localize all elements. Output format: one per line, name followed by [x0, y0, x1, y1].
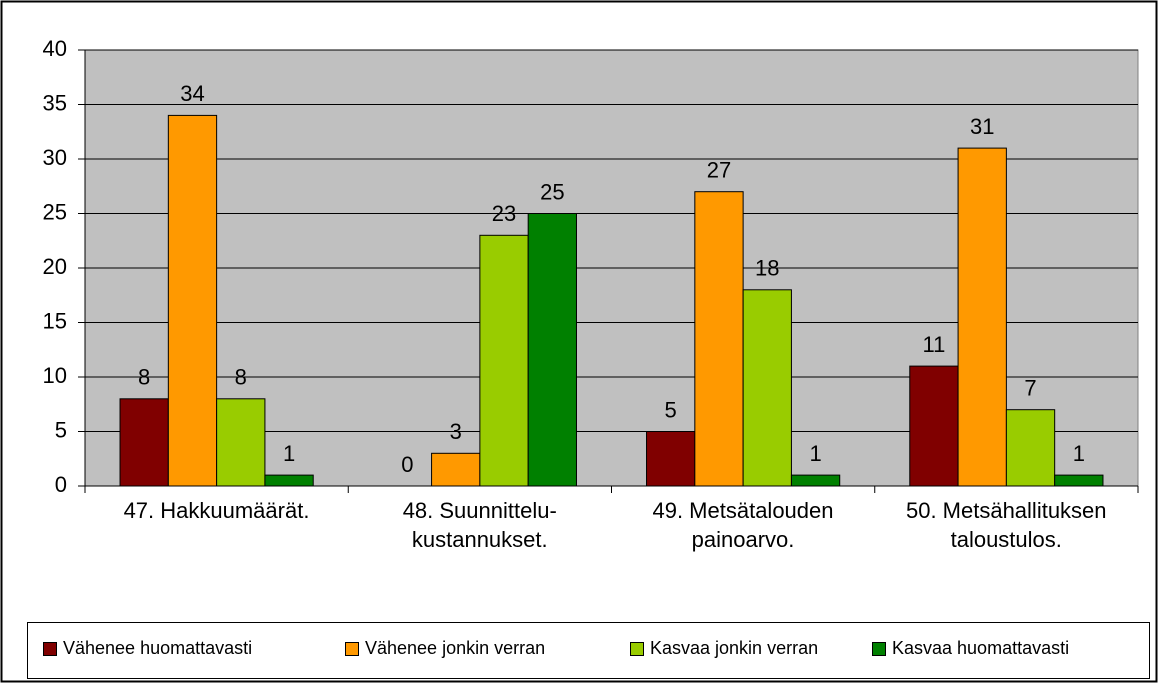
y-tick-label: 0 [55, 472, 67, 497]
data-label: 31 [970, 114, 994, 139]
legend-box [27, 622, 1150, 679]
legend-label: Kasvaa huomattavasti [892, 638, 1070, 658]
legend-swatch [872, 641, 886, 656]
legend-label: Kasvaa jonkin verran [650, 638, 819, 658]
y-tick-label: 15 [43, 308, 67, 333]
y-tick-label: 30 [43, 145, 67, 170]
y-tick-label: 25 [43, 199, 67, 224]
bar [646, 431, 696, 487]
data-label: 5 [665, 397, 677, 422]
y-tick-label: 10 [43, 363, 67, 388]
legend-swatch [43, 641, 57, 656]
bar [742, 289, 792, 487]
data-label: 27 [707, 158, 731, 183]
legend-swatch [345, 641, 359, 656]
data-label: 1 [1073, 441, 1085, 466]
data-label: 1 [283, 441, 295, 466]
bar [1054, 474, 1104, 487]
bar [479, 234, 529, 487]
bar [167, 114, 218, 487]
legend-item: Vähenee jonkin verran [345, 638, 545, 659]
x-tick-label: 47. Hakkuumäärät. [123, 498, 310, 523]
bar [909, 365, 959, 487]
bar [119, 398, 169, 487]
x-tick-label: 49. Metsätalouden painoarvo. [652, 498, 834, 552]
x-tick-label: 50. Metsähallituksen taloustulos. [905, 498, 1107, 552]
legend-item: Kasvaa huomattavasti [872, 638, 1069, 659]
data-label: 0 [401, 452, 413, 477]
legend-item: Vähenee huomattavasti [43, 638, 252, 659]
legend-label: Vähenee jonkin verran [365, 638, 546, 658]
bar [264, 474, 314, 487]
data-label: 3 [450, 419, 462, 444]
y-tick-label: 35 [43, 90, 67, 115]
bar [216, 398, 266, 487]
y-tick-label: 20 [43, 254, 67, 279]
y-tick-label: 40 [43, 36, 67, 61]
data-label: 8 [235, 365, 247, 390]
data-label: 7 [1024, 376, 1036, 401]
data-label: 23 [492, 201, 516, 226]
legend-item: Kasvaa jonkin verran [630, 638, 818, 659]
bar [790, 474, 841, 487]
data-label: 25 [540, 179, 564, 204]
data-label: 34 [180, 81, 204, 106]
legend-swatch [630, 641, 644, 656]
bar [1005, 409, 1056, 487]
data-label: 11 [923, 332, 946, 357]
bar [694, 191, 744, 487]
x-tick-label: 48. Suunnittelu- kustannukset. [402, 498, 557, 552]
data-label: 18 [755, 256, 779, 281]
data-label: 8 [138, 365, 150, 390]
bar [957, 147, 1007, 487]
legend-label: Vähenee huomattavasti [63, 638, 253, 658]
y-tick-label: 5 [55, 417, 67, 442]
bar [527, 213, 577, 487]
data-label: 1 [809, 441, 821, 466]
bar [431, 452, 481, 487]
